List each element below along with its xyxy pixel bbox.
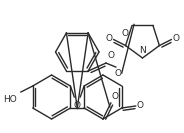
Text: O: O	[121, 29, 128, 38]
Text: O: O	[137, 101, 144, 109]
Text: O: O	[108, 51, 115, 60]
Text: O: O	[106, 34, 113, 43]
Text: HO: HO	[3, 95, 17, 104]
Text: N: N	[139, 46, 146, 55]
Text: O: O	[74, 101, 81, 110]
Text: O: O	[172, 34, 179, 43]
Text: O: O	[114, 69, 121, 78]
Text: O: O	[112, 92, 119, 101]
